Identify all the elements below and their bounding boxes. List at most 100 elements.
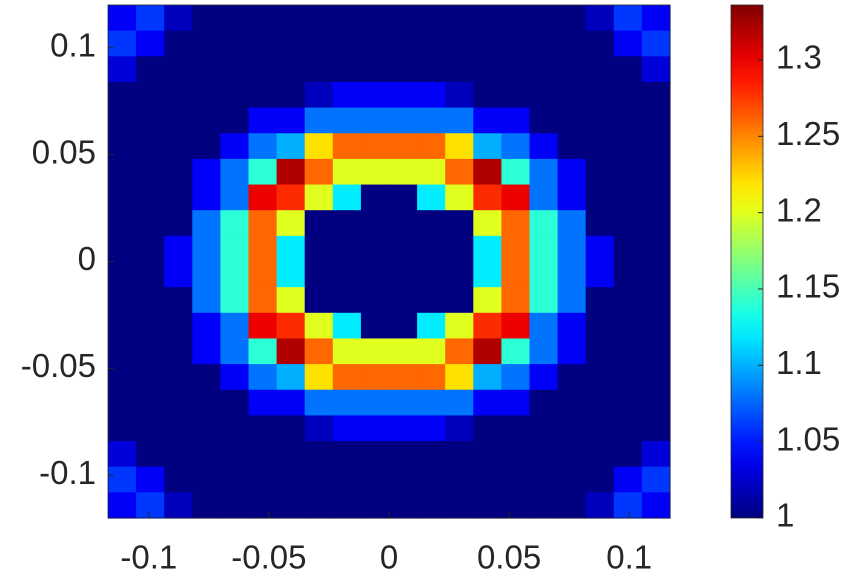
heatmap-cell xyxy=(473,81,502,109)
heatmap-cell xyxy=(445,5,474,32)
heatmap-cell xyxy=(164,81,193,109)
heatmap-cell xyxy=(192,184,221,211)
heatmap-cell xyxy=(332,441,362,468)
heatmap-cell xyxy=(304,364,334,391)
heatmap-cell xyxy=(164,312,193,340)
heatmap-cell xyxy=(557,107,587,134)
heatmap-cell xyxy=(613,30,643,57)
heatmap-cell xyxy=(641,312,671,340)
heatmap-cell xyxy=(192,30,221,57)
heatmap-cell xyxy=(529,5,559,32)
heatmap-cell xyxy=(501,466,531,493)
heatmap-cell xyxy=(360,287,390,314)
heatmap-cell xyxy=(557,184,587,211)
heatmap-cell xyxy=(445,415,474,442)
heatmap-cell xyxy=(389,235,418,263)
heatmap-cell xyxy=(304,287,334,314)
heatmap-cell xyxy=(417,441,446,468)
heatmap-cell xyxy=(473,415,502,442)
heatmap-cell xyxy=(557,81,587,109)
heatmap-cell xyxy=(445,287,474,314)
heatmap-cell xyxy=(276,492,306,519)
heatmap-cell xyxy=(417,466,446,493)
heatmap-cell xyxy=(473,466,502,493)
heatmap-cell xyxy=(389,415,418,442)
heatmap-cell xyxy=(248,364,278,391)
heatmap-cell xyxy=(248,133,278,160)
y-tick-label: 0.1 xyxy=(50,26,96,63)
heatmap-cell xyxy=(360,30,390,57)
heatmap-cell xyxy=(136,466,165,493)
heatmap-cell xyxy=(360,441,390,468)
heatmap-cell xyxy=(164,30,193,57)
heatmap-cell xyxy=(613,107,643,134)
heatmap-cell xyxy=(220,312,250,340)
heatmap-cell xyxy=(529,30,559,57)
heatmap-cell xyxy=(613,287,643,314)
heatmap-cell xyxy=(192,210,221,237)
heatmap-cell xyxy=(417,81,446,109)
heatmap-cell xyxy=(389,389,418,416)
heatmap-cell xyxy=(220,184,250,211)
x-tick-label: -0.05 xyxy=(231,539,306,576)
heatmap-cell xyxy=(389,30,418,57)
heatmap-cell xyxy=(501,312,531,340)
heatmap-cell xyxy=(389,5,418,32)
heatmap-cell xyxy=(136,133,165,160)
heatmap-cell xyxy=(360,261,390,288)
heatmap-cell xyxy=(220,261,250,288)
heatmap-cell xyxy=(417,30,446,57)
heatmap-cell xyxy=(445,466,474,493)
heatmap-cell xyxy=(501,158,531,186)
heatmap-cell xyxy=(529,492,559,519)
heatmap-cell xyxy=(417,338,446,365)
heatmap-cell xyxy=(557,261,587,288)
heatmap-cell xyxy=(360,133,390,160)
heatmap-cell xyxy=(529,184,559,211)
heatmap-cell xyxy=(192,81,221,109)
heatmap-cell xyxy=(304,235,334,263)
heatmap-cell xyxy=(304,107,334,134)
heatmap-cell xyxy=(220,107,250,134)
heatmap-cell xyxy=(585,338,615,365)
heatmap-cell xyxy=(276,210,306,237)
heatmap-cell xyxy=(164,261,193,288)
heatmap-cell xyxy=(220,158,250,186)
heatmap-cell xyxy=(164,364,193,391)
heatmap-cell xyxy=(417,364,446,391)
heatmap-cell xyxy=(332,338,362,365)
heatmap-cell xyxy=(445,210,474,237)
heatmap-cell xyxy=(164,210,193,237)
heatmap-cell xyxy=(473,389,502,416)
heatmap-cell xyxy=(389,287,418,314)
heatmap-cell xyxy=(585,133,615,160)
heatmap-cell xyxy=(445,364,474,391)
heatmap-cell xyxy=(164,492,193,519)
heatmap-cell xyxy=(557,415,587,442)
colorbar-tick-label: 1.3 xyxy=(776,39,822,76)
heatmap-cell xyxy=(557,441,587,468)
heatmap-cell xyxy=(585,184,615,211)
heatmap-cell xyxy=(248,56,278,83)
heatmap-cell xyxy=(613,312,643,340)
heatmap-cell xyxy=(613,81,643,109)
heatmap-cell xyxy=(360,338,390,365)
heatmap-cell xyxy=(360,415,390,442)
heatmap-cell xyxy=(276,30,306,57)
heatmap-cell xyxy=(136,261,165,288)
heatmap-cell xyxy=(389,492,418,519)
heatmap-cell xyxy=(529,81,559,109)
heatmap-cell xyxy=(248,30,278,57)
heatmap-cell xyxy=(557,235,587,263)
heatmap-cell xyxy=(613,466,643,493)
heatmap-cell xyxy=(248,210,278,237)
heatmap-cell xyxy=(389,261,418,288)
heatmap-cell xyxy=(248,441,278,468)
heatmap-cell xyxy=(613,389,643,416)
heatmap-cell xyxy=(304,415,334,442)
heatmap-cell xyxy=(501,364,531,391)
heatmap-cell xyxy=(641,415,671,442)
heatmap-cell xyxy=(164,389,193,416)
heatmap-cell xyxy=(332,30,362,57)
heatmap-cell xyxy=(108,338,137,365)
